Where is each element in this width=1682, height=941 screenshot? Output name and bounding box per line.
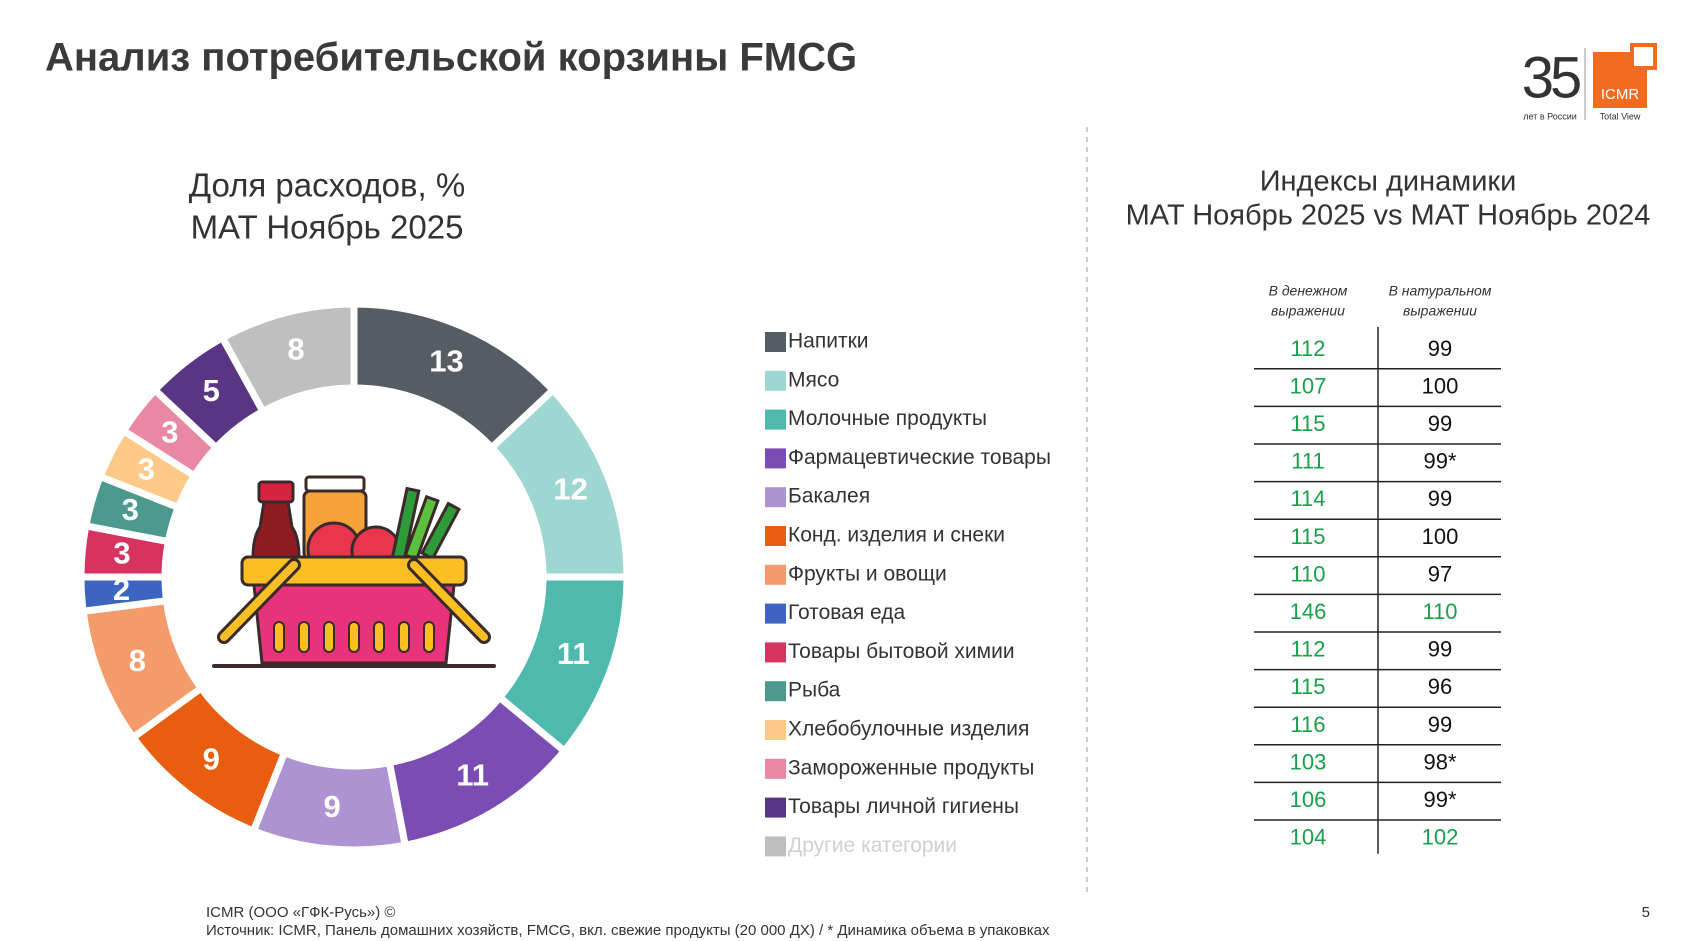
legend-swatch [765,332,786,352]
table-cell: 112 [1290,336,1325,361]
table-cell: 97 [1428,561,1452,586]
column-header: В натуральном [1389,283,1492,299]
table-cell: 115 [1290,524,1325,549]
table-cell: 99 [1428,411,1452,436]
legend-label: Фрукты и овощи [788,562,947,585]
legend-swatch [765,603,786,624]
slice-label: 3 [122,492,139,527]
table-cell: 146 [1290,599,1327,624]
table-cell: 107 [1290,373,1327,398]
legend-label: Рыба [788,679,841,702]
legend-swatch [765,409,786,430]
legend-swatch [765,758,786,779]
legend-swatch [765,448,786,469]
logo-brand: ICMR [1601,86,1639,103]
legend-label: Бакалея [788,485,870,508]
legend-swatch [765,370,786,391]
slice-label: 11 [557,636,590,671]
legend-label: Другие категории [788,834,957,857]
slice-label: 12 [553,471,587,506]
slice-label: 11 [456,758,489,793]
table-cell: 110 [1422,599,1457,624]
table-cell: 99 [1428,336,1452,361]
table-cell: 99* [1423,787,1456,812]
legend-label: Молочные продукты [788,407,987,430]
slice-label: 5 [203,373,220,408]
slide-title: Анализ потребительской корзины FMCG [45,36,857,80]
basket-icon [212,475,496,668]
column-header: выражении [1271,303,1345,319]
legend-swatch [765,720,786,740]
table-cell: 96 [1428,674,1452,699]
legend-label: Фармацевтические товары [788,446,1051,469]
slice-label: 3 [113,535,130,570]
slice-label: 9 [323,789,340,824]
chart-subtitle: MAT Ноябрь 2025 [191,209,464,246]
table-cell: 99 [1428,637,1452,662]
table-subtitle: MAT Ноябрь 2025 vs MAT Ноябрь 2024 [1126,200,1651,232]
table-cell: 106 [1290,787,1327,812]
table-cell: 111 [1291,449,1324,474]
legend-label: Товары личной гигиены [788,795,1019,818]
table-cell: 100 [1422,524,1459,549]
logo-tagline: Total View [1600,111,1641,121]
table-cell: 99 [1428,486,1452,511]
table-cell: 102 [1422,825,1459,850]
page-number: 5 [1642,904,1650,921]
table-cell: 115 [1290,674,1325,699]
table-cell: 114 [1290,486,1325,511]
slice-label: 3 [161,414,178,449]
legend-swatch [765,797,786,818]
slice-label: 9 [203,741,220,776]
column-header: выражении [1403,303,1477,319]
table-cell: 100 [1422,373,1459,398]
legend-label: Мясо [788,368,839,391]
legend-swatch [765,526,786,546]
table-cell: 110 [1290,561,1325,586]
legend-swatch [765,836,786,857]
slice-label: 2 [113,572,130,607]
column-header: В денежном [1269,283,1348,299]
legend-swatch [765,681,786,702]
donut-slice [217,300,358,417]
footer-copyright: ICMR (ООО «ГФК-Русь») © [206,904,395,921]
logo-caption: лет в России [1523,111,1577,121]
legend-label: Напитки [788,330,868,353]
slice-label: 8 [129,643,146,678]
table-cell: 112 [1290,637,1325,662]
slice-label: 3 [138,451,155,486]
table-cell: 116 [1290,712,1325,737]
table-cell: 99 [1428,712,1452,737]
legend-swatch [765,642,786,663]
footer-source: Источник: ICMR, Панель домашних хозяйств… [206,922,1050,939]
legend-label: Замороженные продукты [788,756,1034,779]
table-cell: 115 [1290,411,1325,436]
chart-title: Доля расходов, % [189,167,465,204]
slice-label: 8 [287,332,304,367]
legend-label: Хлебобулочные изделия [788,718,1029,741]
legend-label: Готовая еда [788,601,906,624]
table-cell: 98* [1423,749,1456,774]
legend-label: Конд. изделия и снеки [788,524,1005,547]
logo-corner [1630,43,1657,70]
logo-number: 35 [1522,45,1580,110]
legend-swatch [765,487,786,508]
legend-swatch [765,564,786,585]
slice-label: 13 [429,343,463,378]
table-cell: 99* [1423,449,1456,474]
table-cell: 104 [1290,825,1327,850]
table-cell: 103 [1290,749,1327,774]
table-title: Индексы динамики [1260,166,1517,198]
legend-label: Товары бытовой химии [788,640,1015,663]
